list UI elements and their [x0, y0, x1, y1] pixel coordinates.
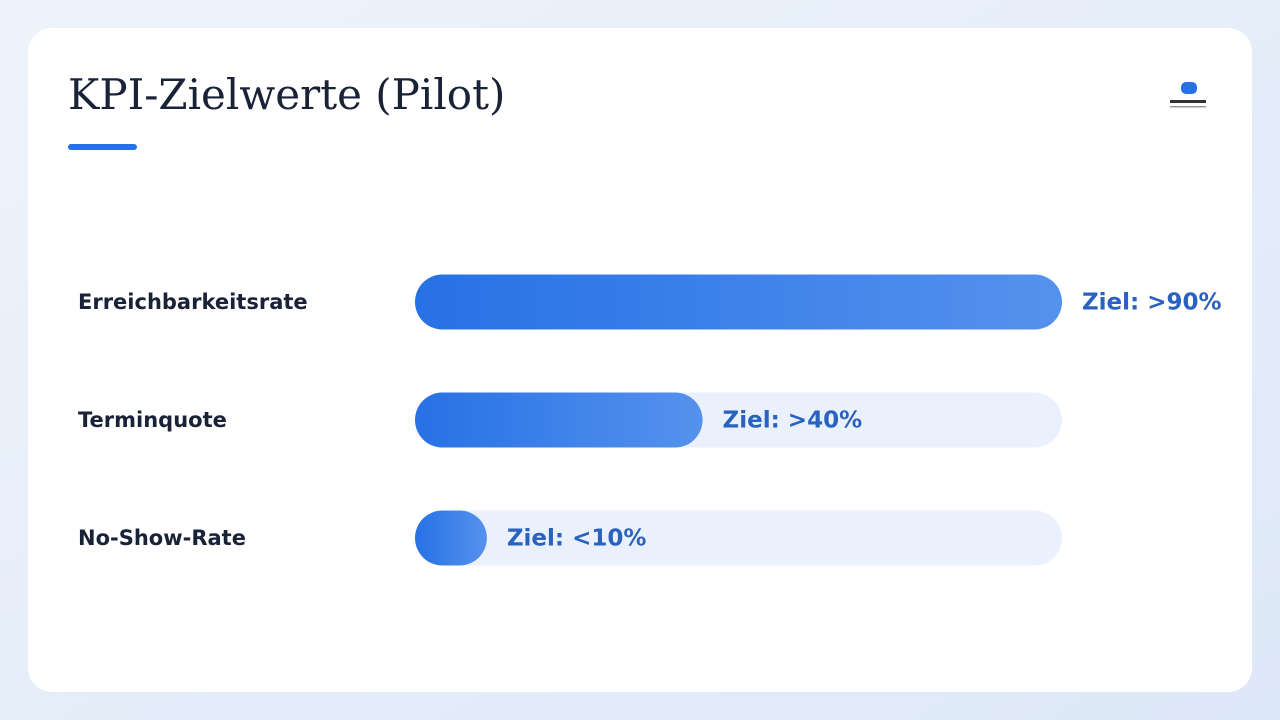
chart-title: KPI-Zielwerte (Pilot): [68, 70, 505, 119]
value-label: Ziel: <10%: [507, 526, 647, 552]
card: [28, 28, 1252, 692]
bar: [415, 510, 487, 566]
bar: [415, 392, 703, 448]
category-label: Erreichbarkeitsrate: [78, 290, 308, 314]
bar: [415, 274, 1062, 330]
logo: [1170, 82, 1206, 108]
value-label: Ziel: >40%: [723, 408, 863, 434]
bar-track: [415, 510, 1062, 566]
category-label: Terminquote: [78, 408, 227, 432]
category-label: No-Show-Rate: [78, 526, 246, 550]
title-underline: [68, 144, 137, 150]
value-label: Ziel: >90%: [1082, 290, 1222, 316]
